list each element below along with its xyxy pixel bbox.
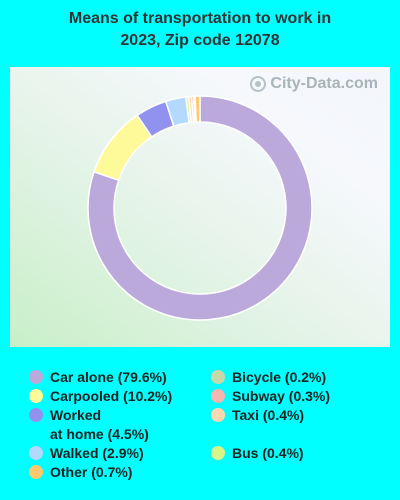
- legend-label-line: at home (4.5%): [50, 426, 149, 442]
- chart-title-line-1: Means of transportation to work in: [68, 10, 332, 27]
- watermark-text: City-Data.com: [270, 75, 378, 92]
- legend-label: Subway (0.3%): [232, 388, 331, 404]
- legend-item-bicycle: Bicycle (0.2%): [211, 368, 326, 387]
- legend-swatch-icon: [29, 389, 43, 403]
- slice-other: [194, 95, 201, 123]
- legend-item-car-alone: Car alone (79.6%): [29, 368, 167, 387]
- city-data-logo-icon: [250, 76, 267, 92]
- legend-item-carpooled: Carpooled (10.2%): [29, 387, 172, 406]
- legend-item-worked-at-home: Worked at home (4.5%): [29, 406, 149, 444]
- chart-title-line-2: 2023, Zip code 12078: [120, 32, 280, 49]
- legend-swatch-icon: [29, 370, 43, 384]
- legend-label: Car alone (79.6%): [50, 369, 167, 385]
- chart-title: Means of transportation to work in 2023,…: [0, 8, 400, 52]
- legend-item-walked: Walked (2.9%): [29, 444, 144, 463]
- legend-label-line: Worked: [50, 407, 102, 423]
- legend-label: Carpooled (10.2%): [50, 388, 173, 404]
- legend-label: Bus (0.4%): [232, 445, 304, 461]
- legend-item-subway: Subway (0.3%): [211, 387, 330, 406]
- watermark: City-Data.com: [250, 75, 378, 93]
- plot-area: City-Data.com: [10, 67, 390, 347]
- legend-label: Bicycle (0.2%): [232, 369, 327, 385]
- legend-swatch-icon: [29, 446, 43, 460]
- legend-swatch-icon: [211, 446, 225, 460]
- donut-chart: [87, 95, 313, 321]
- legend-swatch-icon: [211, 408, 225, 422]
- legend-label: Other (0.7%): [50, 464, 133, 480]
- legend-swatch-icon: [211, 389, 225, 403]
- legend-item-other: Other (0.7%): [29, 463, 132, 482]
- legend-swatch-icon: [29, 465, 43, 479]
- legend-item-taxi: Taxi (0.4%): [211, 406, 304, 425]
- legend-swatch-icon: [29, 408, 43, 422]
- legend-swatch-icon: [211, 370, 225, 384]
- legend-item-bus: Bus (0.4%): [211, 444, 304, 463]
- legend: Car alone (79.6%) Carpooled (10.2%) Worked…: [0, 364, 400, 500]
- legend-label: Worked at home (4.5%): [50, 406, 149, 444]
- legend-label: Taxi (0.4%): [232, 407, 305, 423]
- legend-label: Walked (2.9%): [50, 445, 144, 461]
- slice-car-alone: [87, 95, 313, 321]
